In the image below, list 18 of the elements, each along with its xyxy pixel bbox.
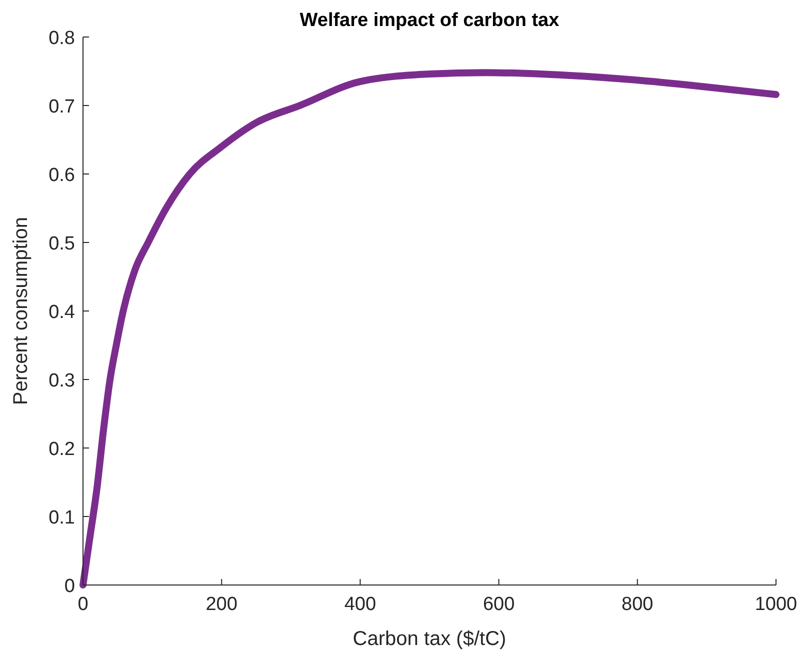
y-tick-label: 0.4 xyxy=(48,302,76,323)
y-tick-label: 0 xyxy=(64,576,75,597)
y-tick-label: 0.7 xyxy=(48,96,75,118)
y-tick-label: 0.6 xyxy=(48,165,75,186)
x-tick-label: 0 xyxy=(78,594,88,615)
y-tick-label: 0.2 xyxy=(48,439,75,460)
y-tick-label: 0.5 xyxy=(48,234,75,254)
x-tick-label: 800 xyxy=(622,594,654,615)
x-tick-label: 200 xyxy=(206,594,238,615)
x-tick-label: 1000 xyxy=(754,594,798,615)
y-axis-title: Percent consumption xyxy=(10,217,32,405)
x-tick-label: 600 xyxy=(482,594,515,615)
x-axis-title: Carbon tax ($/tC) xyxy=(352,628,506,650)
x-tick-label: 400 xyxy=(344,594,376,615)
chart-title: Welfare impact of carbon tax xyxy=(300,10,560,31)
y-tick-label: 0.3 xyxy=(48,370,75,392)
y-tick-label: 0.8 xyxy=(48,28,75,49)
y-tick-label: 0.1 xyxy=(48,508,75,528)
